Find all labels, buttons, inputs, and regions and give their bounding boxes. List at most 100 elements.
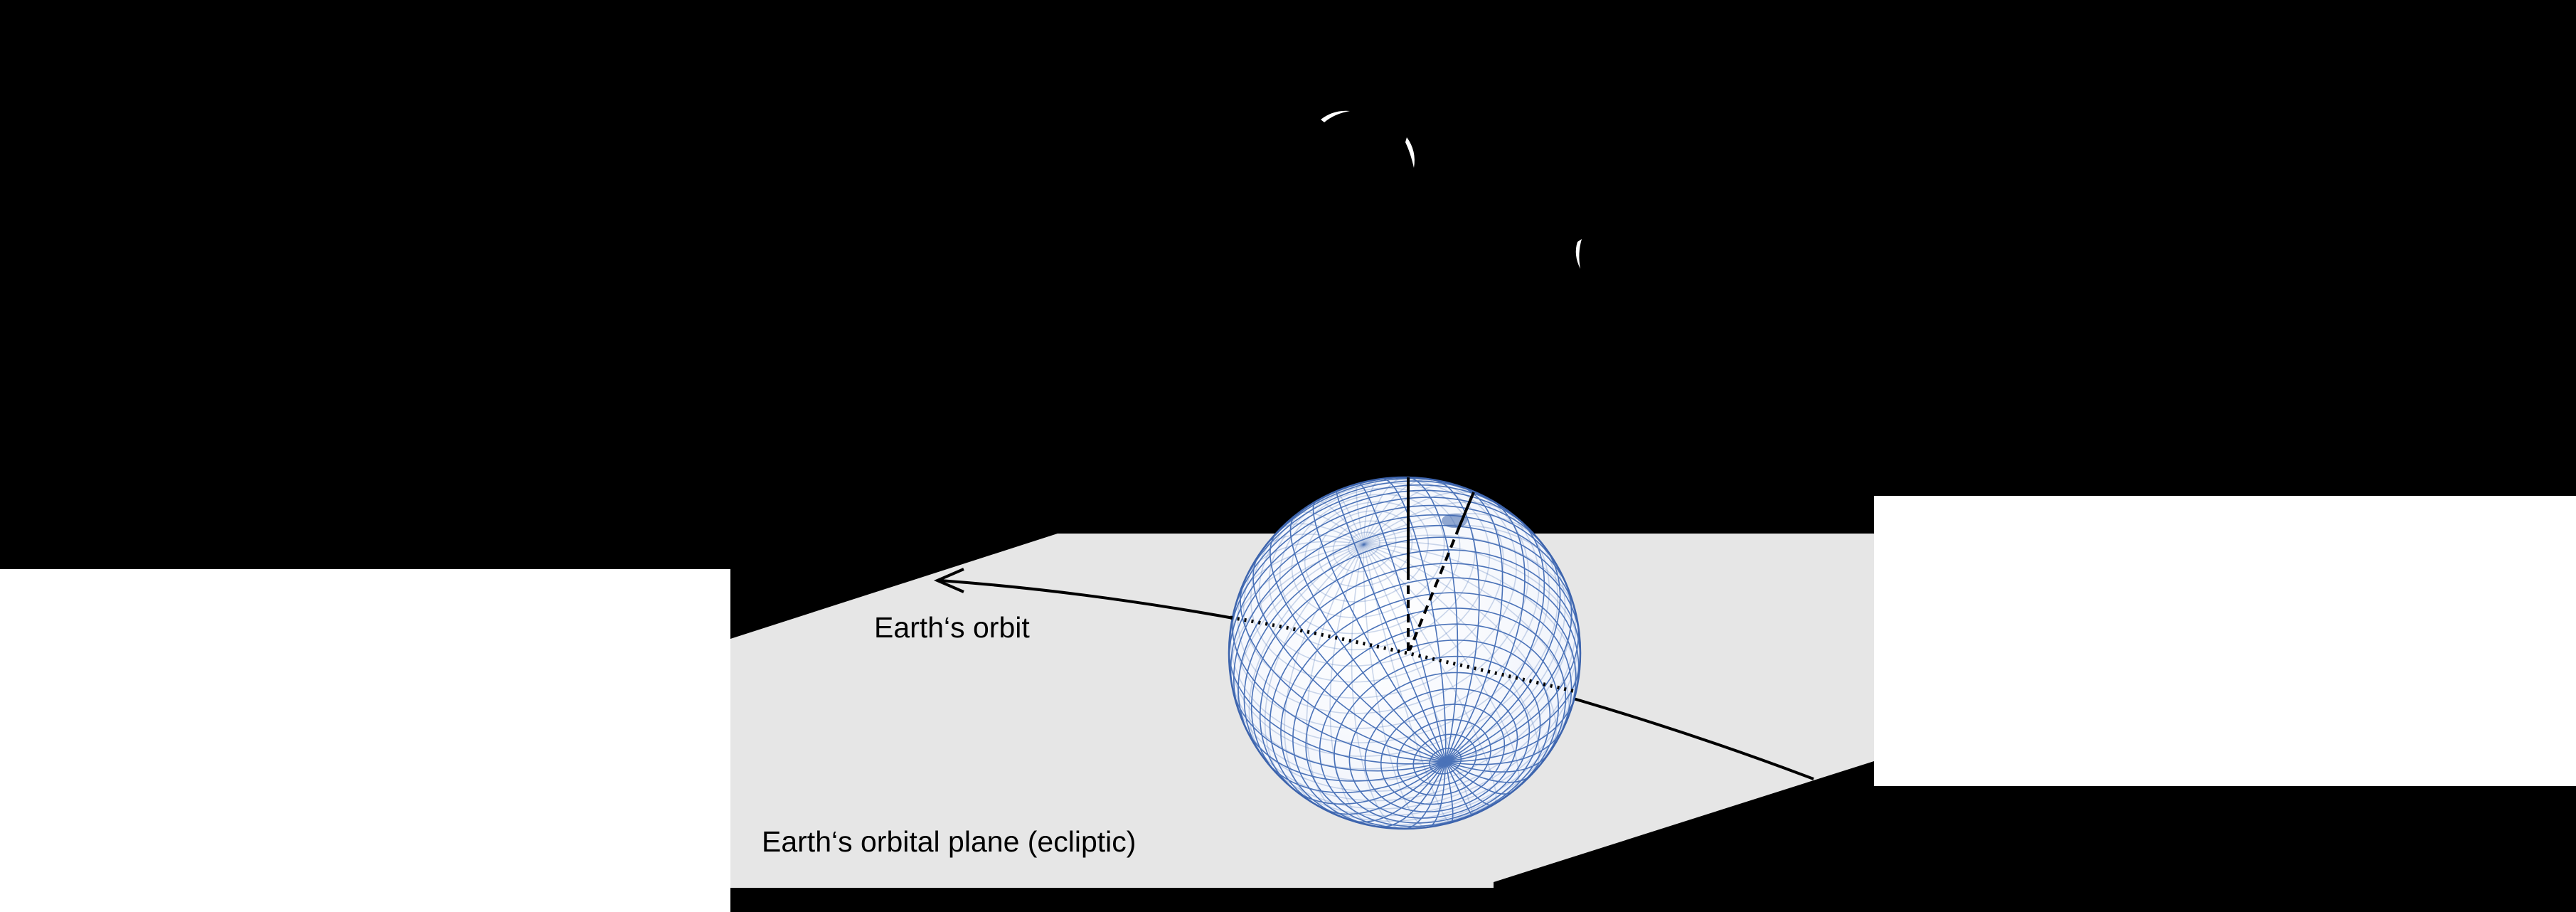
globe-grid-back: [1298, 693, 1577, 822]
globe-grid-back: [1306, 544, 1365, 820]
globe-grid-line: [1231, 610, 1446, 763]
globe-grid-line: [1408, 514, 1571, 594]
globe-grid-line: [1250, 551, 1420, 778]
globe-grid-back: [1351, 544, 1403, 829]
globe-grid-back: [1229, 544, 1364, 647]
rotation-axis-dashed: [1408, 526, 1461, 651]
globe-grid-line: [1430, 592, 1572, 748]
arc-mark-1: [1321, 110, 1350, 122]
globe-grid-back: [1336, 490, 1365, 545]
globe-grid-line: [1403, 761, 1447, 829]
globe-grid-back: [1284, 544, 1365, 807]
right-white-panel: [1874, 496, 2576, 786]
globe-grid-line: [1445, 760, 1533, 783]
globe-grid-line: [1445, 618, 1580, 763]
globe-grid-back: [1277, 523, 1364, 546]
globe-grid-back: [1363, 478, 1432, 545]
globe-grid-line: [1264, 758, 1446, 794]
orbit-arrowhead: [933, 568, 964, 593]
globe-grid-back: [1363, 501, 1518, 546]
globe-grid-back: [1237, 544, 1364, 724]
globe-grid-line: [1445, 656, 1580, 763]
globe-grid-back: [1363, 544, 1497, 805]
globe-grid-line: [1336, 490, 1447, 762]
globe-grid-line: [1358, 482, 1447, 762]
globe-grid-line: [1243, 538, 1417, 756]
globe-grid-line: [1444, 761, 1473, 816]
globe-grid-line: [1427, 761, 1447, 828]
globe-grid-line: [1445, 751, 1551, 773]
arc-mark-2: [1405, 137, 1415, 168]
globe-grid-back: [1363, 524, 1565, 580]
globe-grid-back: [1363, 544, 1557, 752]
globe-grid-back: [1248, 544, 1365, 760]
globe-grid-line: [1444, 517, 1545, 763]
arc-mark-3: [1575, 239, 1582, 269]
globe-grid-line: [1445, 579, 1572, 763]
globe-grid-back: [1332, 520, 1397, 573]
globe-grid-back: [1230, 512, 1550, 743]
globe-grid-back: [1363, 491, 1490, 545]
globe-grid-line: [1252, 553, 1446, 763]
globe-grid-back: [1248, 617, 1580, 802]
globe-grid-line: [1270, 531, 1446, 763]
earth-orbit-label: Earth‘s orbit: [874, 611, 1030, 644]
globe-grid-line: [1405, 504, 1561, 572]
globe-grid-line: [1233, 516, 1410, 713]
globe-grid-line: [1416, 536, 1580, 642]
globe-grid-back: [1318, 510, 1413, 588]
globe-grid-line: [1292, 609, 1433, 829]
globe-grid-back: [1268, 482, 1476, 651]
globe-grid-back: [1363, 512, 1544, 546]
globe-grid-line: [1289, 760, 1446, 805]
globe-grid-line: [1444, 498, 1526, 763]
globe-grid-back: [1261, 641, 1580, 810]
globe-grid-back: [1363, 544, 1578, 694]
globe-grid-line: [1445, 724, 1566, 765]
globe-grid-back: [1363, 544, 1451, 824]
globe-grid-line: [1432, 608, 1567, 782]
globe-grid-back: [1233, 544, 1364, 611]
globe-grid-back: [1363, 544, 1474, 816]
globe-grid-line: [1431, 479, 1480, 762]
globe-grid-back: [1260, 534, 1364, 554]
globe-grid-line: [1445, 693, 1577, 763]
left-white-panel: [0, 569, 730, 912]
rotation-axis-line: [1458, 492, 1475, 527]
globe-grid-line: [1229, 498, 1402, 665]
globe-grid-line: [1317, 761, 1446, 815]
globe-grid-back: [1363, 544, 1520, 791]
orbit-through-globe-dotted: [1230, 615, 1576, 694]
globe-grid-back: [1229, 528, 1559, 757]
globe-grid-back: [1230, 544, 1364, 685]
globe-grid-line: [1229, 492, 1398, 641]
globe-grid-line: [1231, 684, 1446, 772]
globe-grid-back: [1363, 534, 1577, 619]
globe-grid-back: [1363, 544, 1427, 828]
globe-grid-back: [1250, 477, 1504, 683]
globe-grid-back: [1356, 483, 1365, 545]
globe-grid-line: [1289, 514, 1446, 763]
globe-grid-line: [1444, 760, 1515, 795]
globe-grid-back: [1258, 479, 1491, 667]
globe-grid-back: [1363, 477, 1405, 545]
globe-grid-back: [1242, 477, 1517, 699]
globe-grid-line: [1280, 593, 1430, 822]
globe-grid-back: [1347, 531, 1380, 558]
globe-grid-line: [1444, 761, 1454, 824]
globe-grid-line: [1348, 761, 1447, 823]
globe-grid-back: [1363, 541, 1580, 657]
plane-bottom-strip: [730, 882, 1494, 888]
globe-grid-line: [1444, 761, 1494, 806]
globe-grid-line: [1444, 544, 1561, 763]
globe-grid-back: [1304, 501, 1429, 603]
globe-grid-back: [1363, 544, 1540, 775]
globe-grid-back: [1295, 511, 1365, 546]
globe-grid-line: [1405, 477, 1459, 762]
globe-grid-back: [1363, 544, 1570, 726]
globe-grid-back: [1316, 500, 1365, 545]
globe-grid-line: [1376, 761, 1447, 828]
globe-grid-line: [1381, 478, 1447, 762]
globe-grid-back: [1291, 493, 1445, 618]
globe-grid-line: [1238, 526, 1413, 736]
